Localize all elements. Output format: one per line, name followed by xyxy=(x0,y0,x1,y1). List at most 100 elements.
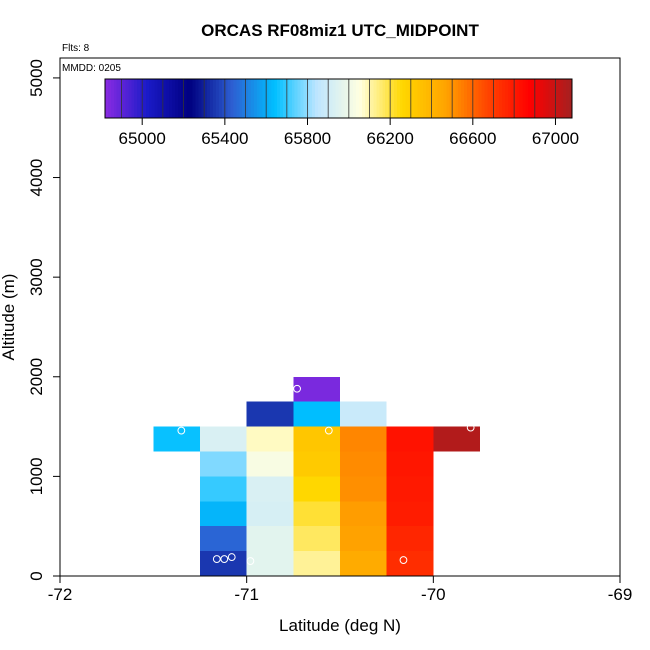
colorbar-swatch xyxy=(516,79,521,118)
colorbar-swatch xyxy=(186,79,191,118)
colorbar-swatch xyxy=(294,79,299,118)
colorbar-swatch xyxy=(326,79,331,118)
colorbar-swatch xyxy=(493,79,497,118)
colorbar-swatch xyxy=(236,79,240,118)
colorbar-swatch xyxy=(312,79,316,118)
colorbar-swatch xyxy=(434,79,439,118)
colorbar-swatch xyxy=(469,79,474,118)
heatmap-cell xyxy=(386,476,434,502)
colorbar-swatch xyxy=(183,79,188,118)
heatmap-cells xyxy=(153,376,480,576)
colorbar-swatch xyxy=(253,79,258,118)
colorbar-swatch xyxy=(259,79,264,118)
colorbar-tick-label: 66600 xyxy=(449,129,496,148)
heatmap-cell xyxy=(246,401,294,427)
colorbar-swatch xyxy=(443,79,448,118)
colorbar-swatch xyxy=(250,79,255,118)
colorbar-swatch xyxy=(393,79,398,118)
colorbar-swatch xyxy=(142,79,147,118)
heatmap-cell xyxy=(340,501,387,527)
flight-points xyxy=(177,384,475,565)
heatmap-cell xyxy=(293,376,340,402)
x-tick-label: -70 xyxy=(421,585,446,604)
flight-point xyxy=(227,553,236,561)
colorbar-swatch xyxy=(420,79,424,118)
colorbar-swatch xyxy=(107,79,112,118)
colorbar-swatch xyxy=(303,79,307,118)
colorbar-swatch xyxy=(446,79,451,118)
colorbar-swatch xyxy=(536,79,541,118)
colorbar-swatch xyxy=(344,79,348,118)
colorbar-swatch xyxy=(145,79,150,118)
heatmap-cell xyxy=(340,526,387,552)
colorbar-swatch xyxy=(449,79,453,118)
colorbar-swatch xyxy=(297,79,302,118)
colorbar-swatch xyxy=(396,79,401,118)
colorbar-swatch xyxy=(464,79,468,118)
colorbar-swatch xyxy=(224,79,229,118)
y-tick-label: 0 xyxy=(27,571,46,580)
colorbar-swatch xyxy=(192,79,197,118)
colorbar-swatch xyxy=(148,79,153,118)
colorbar-swatch xyxy=(274,79,278,118)
colorbar-swatch xyxy=(329,79,334,118)
date-note: MMDD: 0205 xyxy=(62,63,121,74)
heatmap-cell xyxy=(340,401,387,427)
colorbar-swatch xyxy=(350,79,354,118)
colorbar-swatch xyxy=(414,79,418,118)
colorbar-swatch xyxy=(405,79,410,118)
colorbar-swatch xyxy=(215,79,220,118)
colorbar-swatch xyxy=(151,79,156,118)
colorbar-swatch xyxy=(110,79,115,118)
colorbar-swatch xyxy=(218,79,223,118)
colorbar-swatch xyxy=(300,79,305,118)
colorbar-swatch xyxy=(105,79,109,118)
colorbar-swatch xyxy=(461,79,465,118)
colorbar-swatch xyxy=(391,79,395,118)
colorbar-swatch xyxy=(140,79,144,118)
colorbar-swatch xyxy=(539,79,544,118)
heatmap-cell xyxy=(246,426,294,452)
colorbar-swatch xyxy=(332,79,337,118)
heatmap-cell xyxy=(386,526,434,552)
heatmap-cell xyxy=(293,501,340,527)
y-tick-label: 4000 xyxy=(27,159,46,197)
flight-point xyxy=(324,426,333,435)
colorbar-swatch xyxy=(548,79,553,118)
heatmap-cell xyxy=(386,501,434,527)
colorbar-swatch xyxy=(428,79,433,118)
colorbar-tick-label: 65400 xyxy=(201,129,248,148)
flight-point xyxy=(212,555,221,563)
colorbar-swatch xyxy=(499,79,503,118)
colorbar-tick-label: 67000 xyxy=(532,129,579,148)
colorbar-swatch xyxy=(402,79,407,118)
colorbar-swatch xyxy=(408,79,413,118)
colorbar-swatch xyxy=(466,79,471,118)
colorbar-swatch xyxy=(245,79,249,118)
heatmap-cell xyxy=(386,551,434,576)
colorbar-swatch xyxy=(122,79,127,118)
colorbar-swatch xyxy=(437,79,442,118)
colorbar-swatch xyxy=(291,79,296,118)
y-axis-label: Altitude (m) xyxy=(0,274,18,361)
colorbar-swatch xyxy=(172,79,176,118)
colorbar-swatch xyxy=(472,79,477,118)
colorbar-swatch xyxy=(285,79,290,118)
y-tick-label: 3000 xyxy=(27,258,46,296)
colorbar-swatch xyxy=(306,79,310,118)
colorbar-swatch xyxy=(113,79,118,118)
heatmap-cell xyxy=(200,476,247,502)
colorbar-swatch xyxy=(169,79,173,118)
colorbar-swatch xyxy=(373,79,378,118)
colorbar-swatch xyxy=(426,79,430,118)
x-tick-label: -72 xyxy=(48,585,73,604)
colorbar-swatch xyxy=(239,79,243,118)
flight-point xyxy=(177,426,186,435)
colorbar-swatch xyxy=(204,79,208,118)
colorbar-swatch xyxy=(458,79,462,118)
heatmap-cell xyxy=(293,551,340,576)
colorbar-swatch xyxy=(554,79,559,118)
colorbar-swatch xyxy=(233,79,237,118)
flight-point xyxy=(246,557,255,565)
colorbar-swatch xyxy=(189,79,194,118)
